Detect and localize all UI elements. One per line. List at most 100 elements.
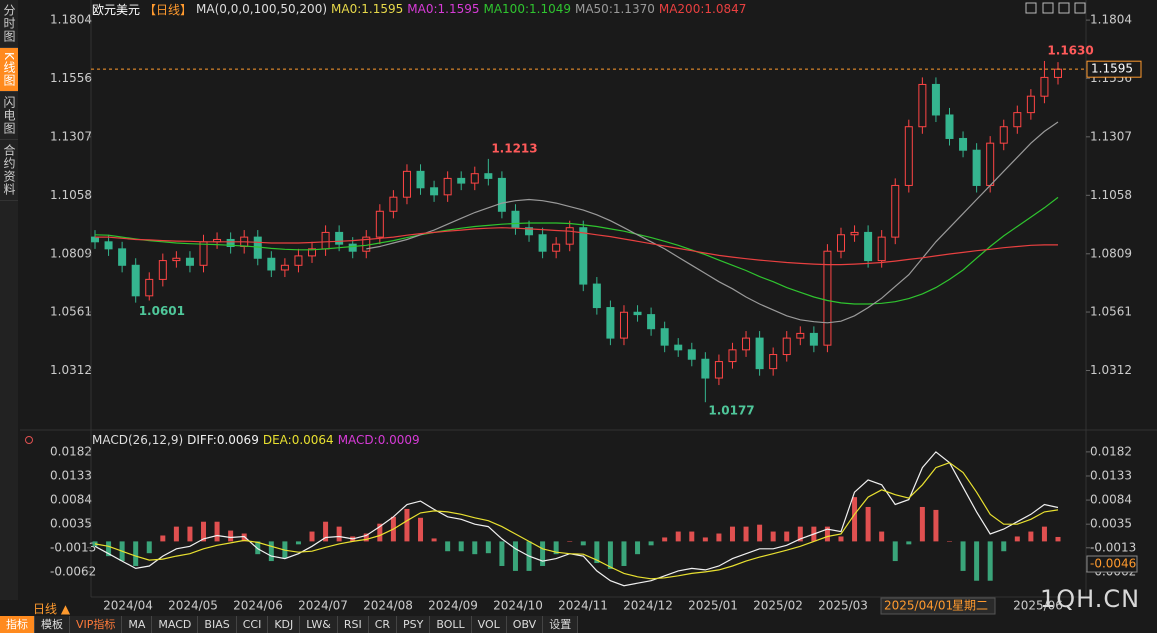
- macd-bar: [1001, 541, 1007, 552]
- toolbar-tab[interactable]: VOL: [471, 616, 507, 633]
- candle-body: [742, 337, 751, 351]
- y-tick-label-right: 1.0561: [1090, 305, 1132, 319]
- candle-body: [484, 173, 493, 179]
- candle-body: [674, 344, 683, 351]
- candle-body: [525, 227, 534, 236]
- candle-body: [945, 114, 954, 139]
- candle-body: [335, 231, 344, 245]
- macd-bar: [540, 541, 546, 566]
- y-tick-label-right: 0.0133: [1090, 468, 1132, 482]
- candle-body: [877, 236, 886, 262]
- macd-bar: [906, 541, 912, 545]
- sidebar-tab[interactable]: 闪电图: [0, 92, 18, 140]
- candle-body: [375, 210, 384, 238]
- toolbar-tab[interactable]: OBV: [506, 616, 544, 633]
- y-tick-label-right: 0.0084: [1090, 493, 1132, 507]
- toolbar-tab[interactable]: RSI: [337, 616, 369, 633]
- toolbar-tab[interactable]: 模板: [35, 616, 70, 633]
- toolbar-tab[interactable]: LW&: [300, 616, 338, 633]
- macd-bar: [553, 541, 559, 555]
- toolbar-tab[interactable]: KDJ: [268, 616, 301, 633]
- macd-bar: [499, 541, 505, 566]
- legend-entry: MACD:0.0009: [337, 433, 420, 447]
- macd-bar: [784, 531, 790, 542]
- candle-body: [714, 361, 723, 379]
- toolbar-tab[interactable]: CR: [368, 616, 398, 633]
- candle-body: [836, 234, 845, 252]
- macd-bar: [173, 526, 179, 542]
- window-icons[interactable]: [1025, 2, 1086, 14]
- candle-body: [1013, 112, 1022, 128]
- period-selector[interactable]: 日线 ▲: [33, 602, 71, 616]
- toolbar-tab[interactable]: MACD: [152, 616, 199, 633]
- x-tick-label: 2024/12: [623, 599, 673, 613]
- toolbar-tab[interactable]: 设置: [543, 616, 579, 633]
- candle-body: [904, 126, 913, 186]
- toolbar-tab[interactable]: MA: [122, 616, 153, 633]
- macd-bar: [309, 531, 315, 542]
- candle-body: [579, 227, 588, 285]
- candle-body: [172, 257, 181, 262]
- sidebar-tab[interactable]: K线图: [0, 48, 18, 92]
- candle-body: [294, 255, 303, 266]
- candle-body: [199, 241, 208, 266]
- candle-body: [118, 248, 127, 266]
- y-tick-label-right: 0.0035: [1090, 517, 1132, 531]
- price-header: 欧元美元 【日线】 MA(0,0,0,100,50,200) MA0:1.1595 MA…: [92, 1, 746, 17]
- x-tick-label: 2024/05: [168, 599, 218, 613]
- candle-body: [999, 126, 1008, 144]
- macd-bar: [716, 533, 722, 542]
- y-tick-label-right: 1.0312: [1090, 363, 1132, 377]
- macd-bar: [865, 506, 871, 542]
- candle-body: [497, 177, 506, 212]
- watermark: 1QH.CN: [1040, 585, 1141, 613]
- toolbar-tab[interactable]: 指标: [0, 616, 35, 633]
- macd-bar: [404, 508, 410, 542]
- candle-body: [918, 83, 927, 128]
- x-tick-label: 2025/06: [1013, 599, 1063, 613]
- y-tick-label-right: 0.0182: [1090, 444, 1132, 458]
- x-tick-label: 2024/11: [558, 599, 608, 613]
- sidebar-tab[interactable]: 分时图: [0, 0, 18, 48]
- candle-body: [1026, 95, 1035, 114]
- macd-bar: [295, 541, 301, 545]
- candle-body: [1054, 68, 1062, 78]
- toolbar-tab[interactable]: CCI: [236, 616, 269, 633]
- toolbar-tab[interactable]: VIP指标: [70, 616, 123, 633]
- sidebar: 分时图 K线图 闪电图 合约资料: [0, 0, 18, 600]
- y-tick-label: 0.0182: [50, 444, 92, 458]
- candle-body: [158, 260, 167, 280]
- y-tick-label: -0.0062: [50, 564, 96, 578]
- candle-body: [552, 243, 561, 252]
- ma-line: [95, 227, 1058, 266]
- last-price-box: [1086, 60, 1142, 78]
- candle-body: [633, 311, 642, 316]
- macd-bar: [187, 526, 193, 542]
- candle-body: [647, 314, 656, 330]
- indicator-label: MACD(26,12,9): [92, 433, 184, 447]
- macd-bar: [146, 541, 152, 554]
- cursor-value-box: [1086, 555, 1138, 573]
- y-tick-label: 0.0084: [50, 493, 92, 507]
- candle-body: [104, 241, 113, 250]
- legend-entry: MA0:1.1595: [407, 2, 480, 16]
- sidebar-tab[interactable]: 合约资料: [0, 140, 18, 201]
- macd-bar: [662, 537, 668, 542]
- macd-bar: [580, 541, 586, 546]
- extreme-label: 1.1630: [1047, 43, 1093, 57]
- legend-entry: MA100:1.1049: [483, 2, 571, 16]
- macd-bar: [621, 541, 627, 566]
- toolbar-tab[interactable]: BIAS: [198, 616, 237, 633]
- y-tick-label: 1.0312: [50, 363, 92, 377]
- candle-body: [538, 234, 547, 252]
- macd-bar: [567, 541, 573, 542]
- toolbar-tab[interactable]: PSY: [397, 616, 431, 633]
- candle-body: [389, 196, 398, 212]
- macd-icon[interactable]: [25, 436, 33, 444]
- macd-bar: [472, 541, 478, 555]
- macd-bar: [743, 526, 749, 542]
- candle-body: [348, 243, 357, 252]
- macd-bar: [594, 541, 600, 564]
- toolbar-tab[interactable]: BOLL: [430, 616, 472, 633]
